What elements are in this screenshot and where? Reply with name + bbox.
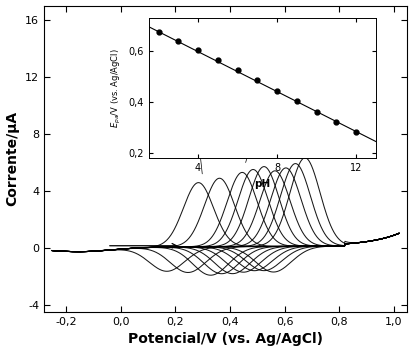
Text: (2): (2) (318, 98, 351, 153)
Y-axis label: Corrente/μA: Corrente/μA (5, 111, 19, 206)
Y-axis label: $E_{pa}$/V (vs. Ag/AgCl): $E_{pa}$/V (vs. Ag/AgCl) (110, 48, 123, 128)
Text: (8): (8) (246, 117, 264, 163)
X-axis label: pH: pH (254, 179, 271, 189)
X-axis label: Potencial/V (vs. Ag/AgCl): Potencial/V (vs. Ag/AgCl) (128, 332, 323, 346)
Text: (6): (6) (268, 109, 292, 157)
Text: (12): (12) (187, 121, 207, 174)
